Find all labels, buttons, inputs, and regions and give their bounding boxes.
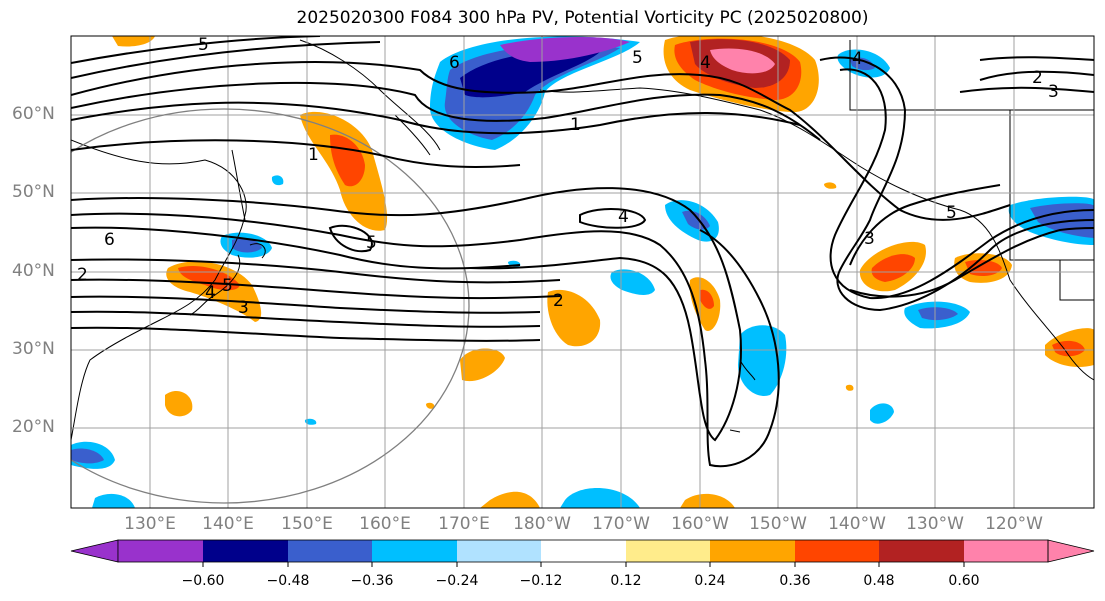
- contour-label: 5: [632, 48, 643, 68]
- contour-label: 5: [366, 233, 377, 253]
- contour-label: 4: [618, 207, 629, 227]
- colorbar-tick-label: 0.12: [610, 573, 642, 589]
- colorbar-tick-label: −0.48: [266, 573, 310, 589]
- lat-label: 20°N: [12, 417, 55, 437]
- contour-label: 6: [449, 53, 460, 73]
- lon-label: 170°W: [592, 514, 650, 534]
- lon-label: 160°E: [359, 514, 411, 534]
- colorbar-tick-label: −0.36: [350, 573, 394, 589]
- lon-label: 140°E: [202, 514, 254, 534]
- contour-label: 1: [570, 115, 581, 135]
- pv-contours: [71, 36, 1094, 468]
- coastlines: [71, 39, 1094, 441]
- colorbar-tick-label: −0.24: [435, 573, 479, 589]
- lon-label: 130°W: [906, 514, 964, 534]
- contour-label: 4: [205, 283, 216, 303]
- lat-label: 60°N: [12, 104, 55, 124]
- map-frame: [70, 35, 1095, 509]
- lat-label: 30°N: [12, 339, 55, 359]
- contour-label: 4: [852, 49, 863, 69]
- contour-label: 2: [1032, 68, 1043, 88]
- contour-label: 2: [77, 265, 88, 285]
- lon-label: 160°W: [671, 514, 729, 534]
- lat-label: 40°N: [12, 261, 55, 281]
- contour-label: 3: [1048, 82, 1059, 102]
- lon-label: 150°E: [281, 514, 333, 534]
- colorbar-tick-label: 0.60: [948, 573, 980, 589]
- contour-label: 3: [238, 298, 249, 318]
- lon-label: 180°W: [513, 514, 571, 534]
- lon-label: 150°W: [749, 514, 807, 534]
- graticule: [71, 36, 1094, 508]
- lon-label: 140°W: [828, 514, 886, 534]
- colorbar: [70, 539, 1095, 567]
- contour-label: 3: [864, 229, 875, 249]
- map-title: 2025020300 F084 300 hPa PV, Potential Vo…: [296, 8, 869, 28]
- reference-circle: [71, 108, 470, 504]
- colorbar-tick-label: −0.12: [519, 573, 563, 589]
- colorbar-tick-label: −0.60: [181, 573, 225, 589]
- lon-label: 130°E: [124, 514, 176, 534]
- colorbar-tick-label: 0.48: [863, 573, 895, 589]
- contour-label: 4: [700, 53, 711, 73]
- lon-label: 170°E: [438, 514, 490, 534]
- contour-labels: 5 6 5 4 2 3 1 1 5 4 3 5 6 4 2 4 5 3 2: [77, 35, 1059, 318]
- colorbar-tick-label: 0.36: [779, 573, 811, 589]
- contour-label: 6: [104, 230, 115, 250]
- lat-label: 50°N: [12, 182, 55, 202]
- pv-shading: [71, 36, 1094, 508]
- contour-label: 1: [308, 145, 319, 165]
- lon-label: 120°W: [985, 514, 1043, 534]
- contour-label: 5: [946, 203, 957, 223]
- contour-label: 5: [198, 35, 209, 55]
- contour-label: 2: [553, 291, 564, 311]
- colorbar-tick-label: 0.24: [694, 573, 726, 589]
- contour-label: 5: [222, 276, 233, 296]
